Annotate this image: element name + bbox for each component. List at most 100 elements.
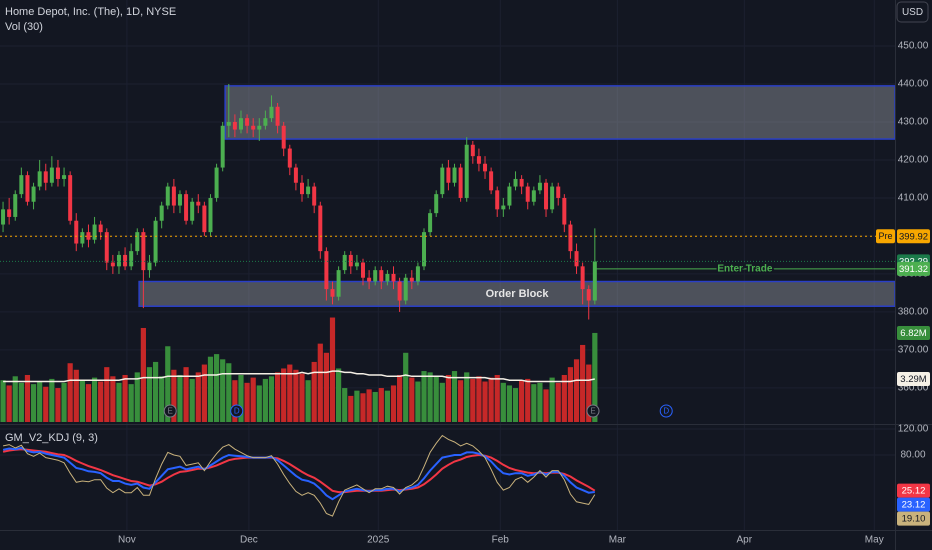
currency-label[interactable]: USD xyxy=(902,7,923,18)
candle-body xyxy=(25,175,30,202)
volume-bar xyxy=(329,317,336,422)
volume-bar xyxy=(232,380,238,422)
candle-body xyxy=(379,270,384,282)
candle-body xyxy=(49,167,54,183)
volume-bar xyxy=(207,356,214,422)
pre-tag xyxy=(876,229,895,244)
currency-button[interactable] xyxy=(896,1,929,23)
candle-body xyxy=(458,167,463,198)
volume-bar xyxy=(79,380,85,422)
volume-bar xyxy=(177,374,183,422)
volume-bar xyxy=(390,385,397,422)
candle-body xyxy=(483,163,488,172)
volume-bar xyxy=(274,372,281,422)
candle-body xyxy=(348,254,353,267)
candle-body xyxy=(330,289,335,297)
volume-bar xyxy=(323,352,329,422)
volume-bar xyxy=(348,395,354,422)
candle-body xyxy=(74,220,79,244)
candle-body xyxy=(141,232,146,271)
volume-bar xyxy=(73,369,79,422)
candle-body xyxy=(568,224,573,252)
volume-bar xyxy=(293,369,299,422)
volume-bar xyxy=(195,372,201,422)
y-tick-label: 120.00 xyxy=(898,424,929,435)
volume-bar xyxy=(549,377,555,422)
volume-bar xyxy=(122,374,128,422)
pre-tag-label: Pre xyxy=(878,231,892,241)
y-tick-label: 380.00 xyxy=(898,307,929,318)
event-label: D xyxy=(234,407,240,416)
volume-bar xyxy=(311,361,317,422)
volume-bar xyxy=(482,381,488,422)
volume-bar xyxy=(30,384,37,422)
x-tick-label: May xyxy=(865,535,884,546)
event-marker xyxy=(163,404,177,418)
price-tag xyxy=(897,497,930,512)
event-label: D xyxy=(663,407,669,416)
y-tick-label: 440.00 xyxy=(898,79,929,90)
volume-bar xyxy=(421,371,427,422)
candle-body xyxy=(574,251,579,267)
volume-bar xyxy=(85,384,92,422)
volume-bar xyxy=(268,376,275,422)
zone xyxy=(224,85,895,140)
event-marker xyxy=(230,404,244,418)
volume-bar xyxy=(592,332,598,422)
y-tick-label: 410.00 xyxy=(898,193,929,204)
candle-body xyxy=(190,201,195,221)
candle-body xyxy=(293,167,298,183)
candle-body xyxy=(245,118,250,126)
candle-body xyxy=(544,182,549,210)
candle-body xyxy=(238,118,243,130)
volume-bar xyxy=(384,390,391,422)
grid xyxy=(0,0,895,530)
candle-body xyxy=(7,209,12,217)
candle-body xyxy=(147,262,152,271)
level-label: Enter Trade xyxy=(717,264,772,275)
candle-body xyxy=(452,167,457,183)
volume-bar xyxy=(250,377,256,422)
candle-body xyxy=(440,167,445,195)
volume-bar xyxy=(427,372,433,422)
volume-bar xyxy=(134,372,140,422)
candle-body xyxy=(513,178,518,187)
volume-bar xyxy=(567,367,574,422)
candle-body xyxy=(184,194,189,221)
volume-bar xyxy=(49,378,55,422)
candle-body xyxy=(525,186,530,202)
volume-bar xyxy=(573,359,580,422)
y-tick-label: 360.00 xyxy=(898,383,929,394)
volume-bar xyxy=(140,327,146,422)
candle-body xyxy=(373,270,378,282)
volume-bar xyxy=(43,386,49,422)
volume-bar xyxy=(342,388,348,422)
x-tick-label: Mar xyxy=(609,535,627,546)
candle-body xyxy=(446,167,451,183)
event-marker xyxy=(659,404,673,418)
candle-body xyxy=(202,205,207,233)
volume-bar xyxy=(281,368,287,422)
volume-ma xyxy=(3,370,595,383)
volume-bar xyxy=(67,363,73,422)
y-tick-label: 80.00 xyxy=(900,450,925,461)
volume-bar xyxy=(360,393,366,422)
candle-body xyxy=(13,194,18,217)
volume-bar xyxy=(305,380,311,422)
candle-body xyxy=(519,178,524,187)
candle-body xyxy=(98,224,103,233)
candle-body xyxy=(214,167,219,198)
volume-bar xyxy=(159,376,165,422)
candle-body xyxy=(269,106,274,119)
candle-body xyxy=(43,171,48,183)
volume-bar xyxy=(537,382,543,422)
candle-body xyxy=(55,167,60,179)
candle-body xyxy=(116,254,121,267)
volume-bar xyxy=(128,384,134,422)
volume-bar xyxy=(494,374,500,422)
volume-bar xyxy=(470,378,476,422)
price-tag xyxy=(897,261,930,276)
